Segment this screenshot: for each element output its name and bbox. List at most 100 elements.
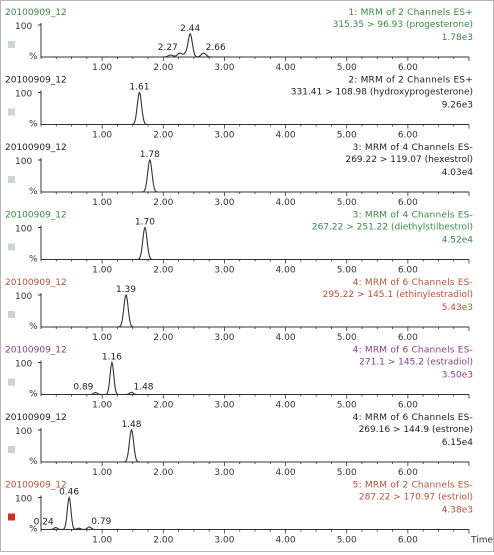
x-tick-label: 1.00 bbox=[92, 63, 112, 73]
peak-label: 0.89 bbox=[73, 383, 93, 393]
x-tick-label: 1.00 bbox=[92, 468, 112, 478]
x-tick-label: 4.00 bbox=[276, 63, 296, 73]
x-tick-label: 3.00 bbox=[214, 63, 234, 73]
intensity-label: 6.15e4 bbox=[442, 438, 474, 448]
y-unit-label: % bbox=[29, 322, 38, 332]
x-tick-label: 5.00 bbox=[337, 198, 357, 208]
x-tick-label: 2.00 bbox=[153, 401, 173, 411]
x-tick-label: 2.00 bbox=[153, 333, 173, 343]
channel-title: 4: MRM of 6 Channels ES- bbox=[353, 278, 473, 288]
y-max-label: 100 bbox=[15, 157, 32, 167]
channel-marker bbox=[8, 513, 15, 521]
x-tick-label: 4.00 bbox=[276, 401, 296, 411]
chromatogram-panel-3: 20100909_12 3: MRM of 4 Channels ES- 269.2… bbox=[5, 143, 473, 208]
x-tick-label: 5.00 bbox=[337, 333, 357, 343]
chromatogram-panel-5: 20100909_12 4: MRM of 6 Channels ES- 295.2… bbox=[5, 278, 473, 343]
transition-label: 315.35 > 96.93 (progesterone) bbox=[333, 20, 473, 30]
y-max-label: 100 bbox=[15, 495, 32, 505]
channel-title: 1: MRM of 2 Channels ES+ bbox=[348, 8, 473, 18]
intensity-label: 4.52e4 bbox=[442, 236, 474, 246]
sample-name: 20100909_12 bbox=[5, 8, 67, 18]
chromatogram-panel-8: 20100909_12 5: MRM of 2 Channels ES- 287.2… bbox=[5, 481, 493, 546]
x-tick-label: 1.00 bbox=[92, 333, 112, 343]
transition-label: 295.22 > 145.1 (ethinylestradiol) bbox=[323, 290, 473, 300]
y-max-label: 100 bbox=[15, 360, 32, 370]
channel-title: 3: MRM of 4 Channels ES- bbox=[353, 211, 473, 221]
x-tick-label: 5.00 bbox=[337, 266, 357, 276]
channel-marker bbox=[8, 378, 15, 386]
channel-marker bbox=[8, 41, 15, 48]
transition-label: 287.22 > 170.97 (estriol) bbox=[359, 493, 473, 503]
chromatogram-panel-7: 20100909_12 4: MRM of 6 Channels ES- 269.1… bbox=[5, 413, 473, 478]
chromatogram-trace bbox=[41, 226, 469, 261]
sample-name: 20100909_12 bbox=[5, 143, 67, 153]
chromatogram-trace bbox=[41, 91, 469, 126]
sample-name: 20100909_12 bbox=[5, 413, 67, 423]
transition-label: 271.1 > 145.2 (estradiol) bbox=[359, 358, 473, 368]
y-max-label: 100 bbox=[15, 225, 32, 235]
x-tick-label: 6.00 bbox=[398, 333, 418, 343]
y-unit-label: % bbox=[29, 457, 38, 467]
sample-name: 20100909_12 bbox=[5, 346, 67, 356]
x-tick-label: 6.00 bbox=[398, 536, 418, 546]
intensity-label: 9.26e3 bbox=[442, 101, 473, 111]
y-max-label: 100 bbox=[15, 427, 32, 437]
peak-label: 2.44 bbox=[180, 24, 200, 34]
intensity-label: 1.78e3 bbox=[442, 33, 473, 43]
channel-marker bbox=[8, 311, 15, 318]
x-tick-label: 3.00 bbox=[214, 266, 234, 276]
peak-label: 0.79 bbox=[91, 517, 111, 527]
x-tick-label: 6.00 bbox=[398, 131, 418, 141]
peak-label: 2.66 bbox=[206, 43, 226, 53]
intensity-label: 4.38e3 bbox=[442, 506, 473, 516]
x-tick-label: 1.00 bbox=[92, 401, 112, 411]
x-tick-label: 6.00 bbox=[398, 266, 418, 276]
chromatogram-trace bbox=[41, 495, 469, 531]
x-tick-label: 4.00 bbox=[276, 333, 296, 343]
peak-label: 0.24 bbox=[34, 518, 54, 528]
x-tick-label: 6.00 bbox=[398, 198, 418, 208]
x-tick-label: 2.00 bbox=[153, 468, 173, 478]
y-max-label: 100 bbox=[15, 90, 32, 100]
x-tick-label: 1.00 bbox=[92, 198, 112, 208]
x-tick-label: 5.00 bbox=[337, 468, 357, 478]
intensity-label: 5.43e3 bbox=[442, 303, 473, 313]
transition-label: 269.16 > 144.9 (estrone) bbox=[359, 425, 473, 435]
y-max-label: 100 bbox=[15, 292, 32, 302]
chromatogram-trace bbox=[41, 360, 469, 396]
chromatogram-panel-4: 20100909_12 3: MRM of 4 Channels ES- 267.2… bbox=[5, 211, 473, 276]
x-tick-label: 1.00 bbox=[92, 536, 112, 546]
x-tick-label: 2.00 bbox=[153, 63, 173, 73]
chromatogram-panel-6: 20100909_12 4: MRM of 6 Channels ES- 271.1… bbox=[5, 346, 473, 411]
x-tick-label: 4.00 bbox=[276, 468, 296, 478]
chromatogram-panel-1: 20100909_12 1: MRM of 2 Channels ES+ 315.3… bbox=[5, 8, 473, 73]
chromatogram-trace bbox=[41, 293, 469, 328]
y-unit-label: % bbox=[29, 390, 38, 400]
chromatogram-trace bbox=[41, 32, 469, 58]
x-tick-label: 3.00 bbox=[214, 401, 234, 411]
transition-label: 267.22 > 251.22 (diethylstilbestrol) bbox=[312, 223, 473, 233]
x-tick-label: 2.00 bbox=[153, 131, 173, 141]
y-max-label: 100 bbox=[15, 22, 32, 32]
channel-title: 3: MRM of 4 Channels ES- bbox=[353, 143, 473, 153]
y-unit-label: % bbox=[29, 255, 38, 265]
x-tick-label: 4.00 bbox=[276, 266, 296, 276]
sample-name: 20100909_12 bbox=[5, 481, 67, 491]
peak-label: 1.39 bbox=[116, 285, 136, 295]
intensity-label: 4.03e4 bbox=[442, 168, 474, 178]
peak-label: 1.61 bbox=[129, 83, 149, 93]
x-tick-label: 5.00 bbox=[337, 536, 357, 546]
transition-label: 269.22 > 119.07 (hexestrol) bbox=[345, 155, 473, 165]
peak-label: 2.27 bbox=[158, 43, 178, 53]
peak-label: 1.48 bbox=[133, 382, 153, 392]
x-tick-label: 1.00 bbox=[92, 266, 112, 276]
x-tick-label: 4.00 bbox=[276, 131, 296, 141]
x-tick-label: 5.00 bbox=[337, 63, 357, 73]
peak-label: 1.16 bbox=[102, 353, 122, 363]
x-tick-label: 3.00 bbox=[214, 536, 234, 546]
x-tick-label: 1.00 bbox=[92, 131, 112, 141]
x-axis-title: Time bbox=[470, 536, 493, 546]
x-tick-label: 2.00 bbox=[153, 536, 173, 546]
